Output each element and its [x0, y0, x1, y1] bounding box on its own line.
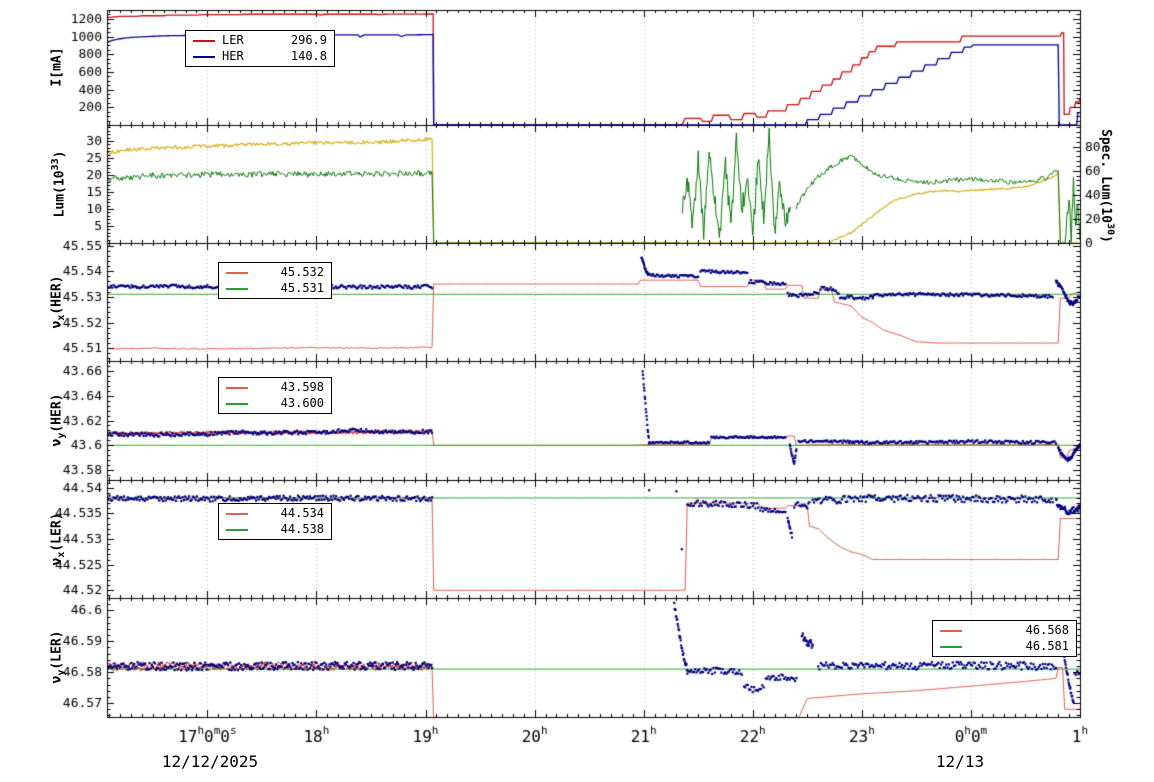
- y-axis-title-nux-her: νx(HER): [49, 275, 67, 329]
- legend-entry: 43.600: [226, 397, 324, 410]
- y-axis-title-specific-luminosity: Spec. Lum(1030): [1098, 129, 1116, 243]
- legend-value: 296.9: [290, 33, 327, 47]
- y-axis-title-current: I[mA]: [49, 47, 65, 87]
- legend-nuy-her: 43.598 43.600: [218, 377, 332, 414]
- y-axis-title-nuy-ler: νy(LER): [49, 630, 67, 684]
- reference-line-swatch: [226, 528, 248, 531]
- reference-line-swatch: [226, 287, 248, 290]
- legend-current: LER 296.9 HER 140.8: [185, 30, 335, 67]
- legend-value: 44.538: [280, 522, 324, 536]
- legend-label: HER: [222, 49, 244, 63]
- legend-entry: 46.568: [940, 624, 1069, 637]
- her-line-swatch: [193, 55, 215, 58]
- legend-value: 44.534: [280, 506, 324, 520]
- legend-entry: 44.538: [226, 523, 324, 536]
- legend-value: 46.568: [1025, 623, 1069, 637]
- reference-line-swatch: [940, 645, 962, 648]
- legend-value: 43.598: [280, 380, 324, 394]
- setpoint-line-swatch: [226, 271, 248, 274]
- legend-nux-her: 45.532 45.531: [218, 262, 332, 299]
- legend-value: 140.8: [290, 49, 327, 63]
- legend-value: 43.600: [280, 396, 324, 410]
- legend-value: 46.581: [1025, 639, 1069, 653]
- y-axis-title-luminosity: Lum(1033): [50, 150, 68, 218]
- legend-value: 45.531: [280, 281, 324, 295]
- legend-nux-ler: 44.534 44.538: [218, 503, 332, 540]
- legend-label: LER: [222, 33, 244, 47]
- legend-entry: HER 140.8: [193, 50, 327, 63]
- legend-value: 45.532: [280, 265, 324, 279]
- reference-line-swatch: [226, 402, 248, 405]
- legend-entry: 45.532: [226, 266, 324, 279]
- legend-entry: 44.534: [226, 507, 324, 520]
- setpoint-line-swatch: [226, 386, 248, 389]
- y-axis-title-nux-ler: νx(LER): [49, 512, 67, 566]
- legend-entry: 43.598: [226, 381, 324, 394]
- legend-nuy-ler: 46.568 46.581: [932, 620, 1077, 657]
- setpoint-line-swatch: [940, 629, 962, 632]
- ler-line-swatch: [193, 39, 215, 42]
- y-axis-title-nuy-her: νy(HER): [49, 393, 67, 447]
- date-label-start: 12/12/2025: [161, 752, 259, 771]
- legend-entry: 46.581: [940, 640, 1069, 653]
- legend-entry: LER 296.9: [193, 34, 327, 47]
- date-label-next-day: 12/13: [935, 752, 985, 771]
- legend-entry: 45.531: [226, 282, 324, 295]
- setpoint-line-swatch: [226, 512, 248, 515]
